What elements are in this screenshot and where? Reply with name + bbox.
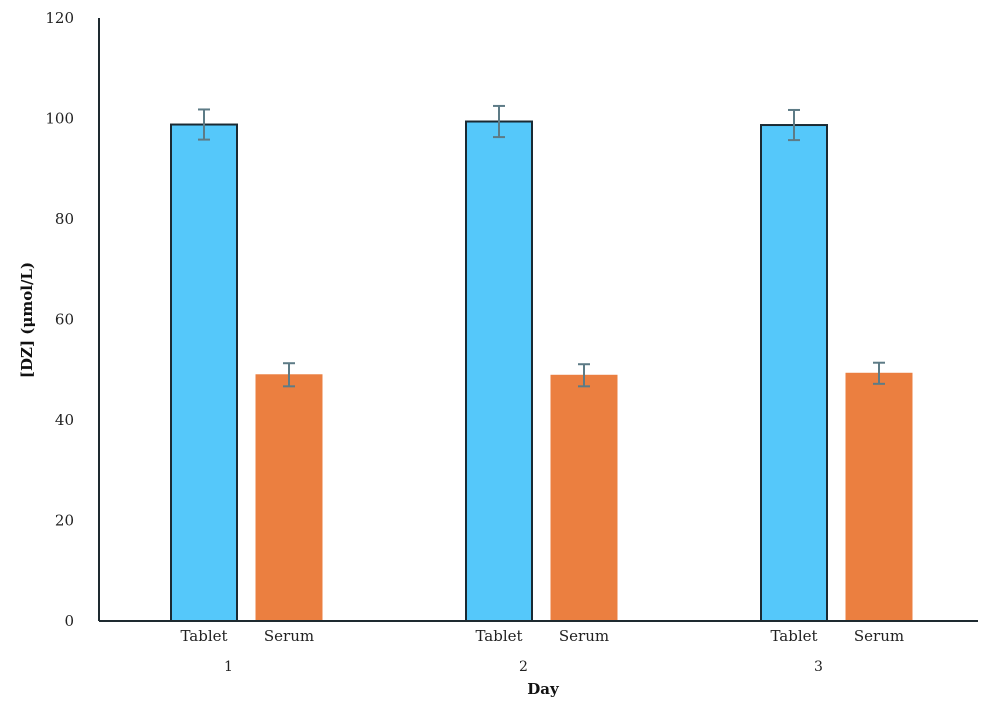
error-bars bbox=[198, 104, 885, 388]
y-tick-label: 0 bbox=[64, 612, 74, 630]
category-label: Serum bbox=[264, 627, 314, 645]
bar-tablet-day-1 bbox=[170, 123, 238, 622]
bar-serum-day-3 bbox=[845, 372, 913, 622]
bar-serum-day-1 bbox=[255, 374, 323, 622]
category-label: Serum bbox=[854, 627, 904, 645]
bar-serum-day-2 bbox=[550, 374, 618, 622]
y-tick-label: 40 bbox=[55, 411, 74, 429]
y-tick-label: 100 bbox=[45, 110, 74, 128]
bar-tablet-day-3 bbox=[760, 124, 828, 622]
y-tick-label: 20 bbox=[55, 512, 74, 530]
y-axis-ticks: 0 20 40 60 80 100 120 bbox=[45, 9, 74, 630]
bars bbox=[170, 120, 913, 622]
y-tick-label: 120 bbox=[45, 9, 74, 27]
category-label: Tablet bbox=[180, 627, 227, 645]
x-axis-labels: Tablet Serum 1 Tablet Serum 2 Tablet Serum 3 bbox=[180, 627, 904, 675]
group-label-day-1: 1 bbox=[224, 659, 233, 675]
y-axis-title: [DZ] (μmol/L) bbox=[18, 262, 36, 378]
axes bbox=[98, 18, 978, 622]
group-label-day-2: 2 bbox=[519, 659, 528, 675]
y-tick-label: 80 bbox=[55, 210, 74, 228]
group-label-day-3: 3 bbox=[814, 659, 823, 675]
category-label: Serum bbox=[559, 627, 609, 645]
category-label: Tablet bbox=[475, 627, 522, 645]
x-axis-title: Day bbox=[527, 680, 560, 698]
category-label: Tablet bbox=[770, 627, 817, 645]
bar-tablet-day-2 bbox=[465, 120, 533, 622]
y-tick-label: 60 bbox=[55, 311, 74, 329]
